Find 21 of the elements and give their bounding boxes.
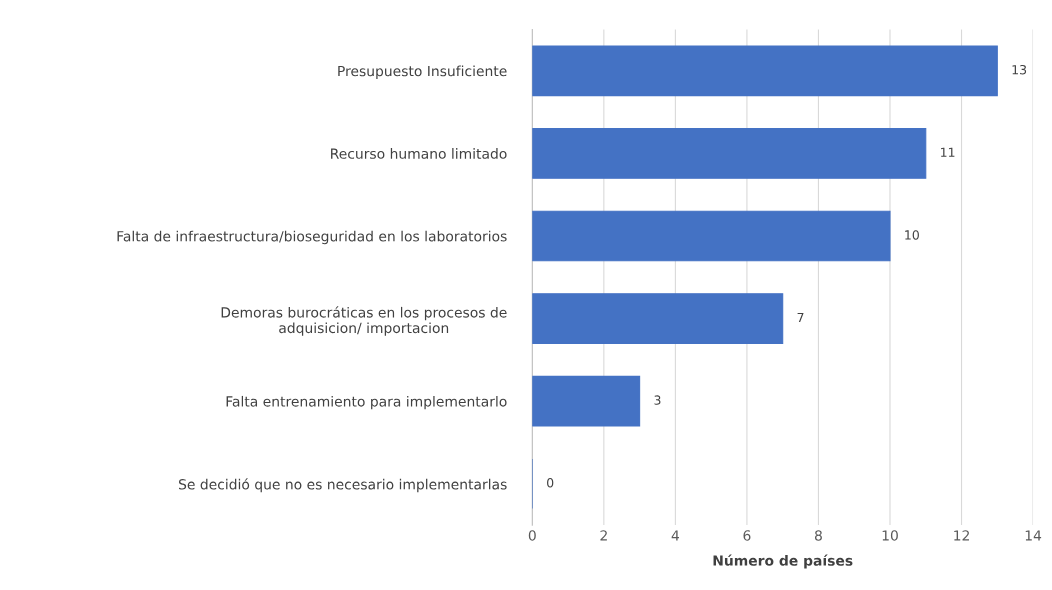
x-tick-label: 0 [528, 530, 536, 541]
y-tick-label: Falta de infraestructura/bioseguridad en los laboratorios [117, 230, 507, 245]
data-label: 10 [905, 230, 919, 240]
y-tick-label: Demoras burocráticas en los procesos de adquisicion/ importacion [221, 306, 507, 336]
data-label: 7 [797, 312, 804, 323]
y-tick-label: Recurso humano limitado [331, 148, 507, 159]
x-tick-label: 4 [671, 530, 680, 541]
x-axis-title: Número de países [713, 554, 853, 569]
y-tick-label: Presupuesto Insuficiente [338, 65, 507, 79]
data-label: 11 [941, 147, 955, 157]
y-tick-label: Se decidió que no es necesario implementarlas [179, 478, 507, 493]
data-label: 0 [547, 477, 554, 488]
data-label: 13 [1012, 64, 1027, 75]
x-tick-label: 10 [882, 530, 898, 541]
data-label: 3 [654, 395, 661, 405]
x-tick-label: 14 [1025, 530, 1042, 541]
y-tick-label: Falta entrenamiento para implementarlo [226, 395, 507, 410]
x-tick-label: 2 [600, 530, 607, 541]
x-tick-label: 6 [743, 530, 751, 541]
x-tick-label: 8 [814, 530, 822, 541]
x-tick-label: 12 [954, 530, 969, 541]
